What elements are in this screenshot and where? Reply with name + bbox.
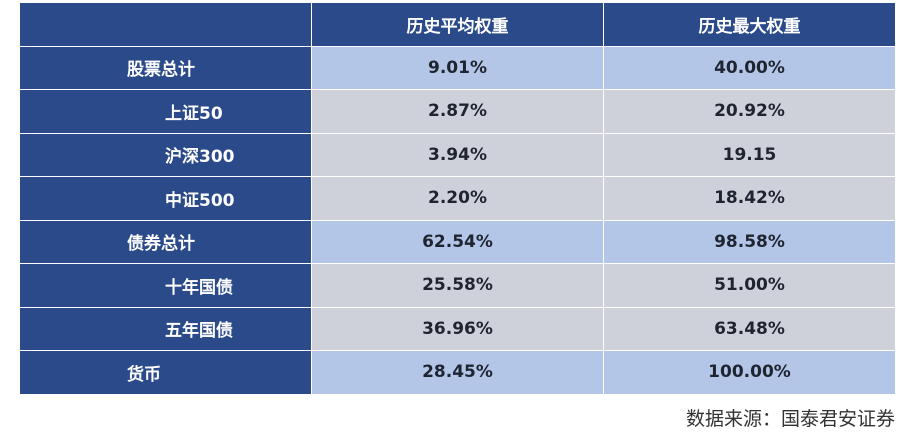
- row-label: 股票总计: [19, 45, 312, 90]
- table-row: 五年国债 36.96% 63.48%: [19, 306, 896, 351]
- header-row: 历史平均权重 历史最大权重: [19, 2, 896, 47]
- table-row: 沪深300 3.94% 19.15: [19, 132, 896, 177]
- avg-weight-cell: 2.87%: [311, 89, 604, 134]
- table-row: 十年国债 25.58% 51.00%: [19, 263, 896, 308]
- row-label: 沪深300: [19, 132, 312, 177]
- row-label: 中证500: [19, 176, 312, 221]
- row-label: 债券总计: [19, 219, 312, 264]
- avg-weight-cell: 28.45%: [311, 350, 604, 395]
- avg-weight-cell: 3.94%: [311, 132, 604, 177]
- row-label: 五年国债: [19, 306, 312, 351]
- max-weight-cell: 20.92%: [603, 89, 896, 134]
- max-weight-cell: 100.00%: [603, 350, 896, 395]
- row-label: 货币: [19, 350, 312, 395]
- row-label: 十年国债: [19, 263, 312, 308]
- avg-weight-cell: 9.01%: [311, 45, 604, 90]
- data-source-note: 数据来源：国泰君安证券: [685, 408, 895, 430]
- max-weight-cell: 51.00%: [603, 263, 896, 308]
- max-weight-cell: 63.48%: [603, 306, 896, 351]
- table-row: 货币 28.45% 100.00%: [19, 350, 896, 395]
- avg-weight-cell: 25.58%: [311, 263, 604, 308]
- header-label-cell: [19, 2, 312, 47]
- max-weight-cell: 40.00%: [603, 45, 896, 90]
- weights-table: 历史平均权重 历史最大权重 股票总计 9.01% 40.00% 上证50 2.8…: [19, 2, 896, 395]
- header-max-weight: 历史最大权重: [603, 2, 896, 47]
- avg-weight-cell: 2.20%: [311, 176, 604, 221]
- header-avg-weight: 历史平均权重: [311, 2, 604, 47]
- max-weight-cell: 98.58%: [603, 219, 896, 264]
- max-weight-cell: 18.42%: [603, 176, 896, 221]
- avg-weight-cell: 62.54%: [311, 219, 604, 264]
- table-row: 中证500 2.20% 18.42%: [19, 176, 896, 221]
- row-label: 上证50: [19, 89, 312, 134]
- table-row: 债券总计 62.54% 98.58%: [19, 219, 896, 264]
- max-weight-cell: 19.15: [603, 132, 896, 177]
- table-row: 股票总计 9.01% 40.00%: [19, 45, 896, 90]
- avg-weight-cell: 36.96%: [311, 306, 604, 351]
- table-row: 上证50 2.87% 20.92%: [19, 89, 896, 134]
